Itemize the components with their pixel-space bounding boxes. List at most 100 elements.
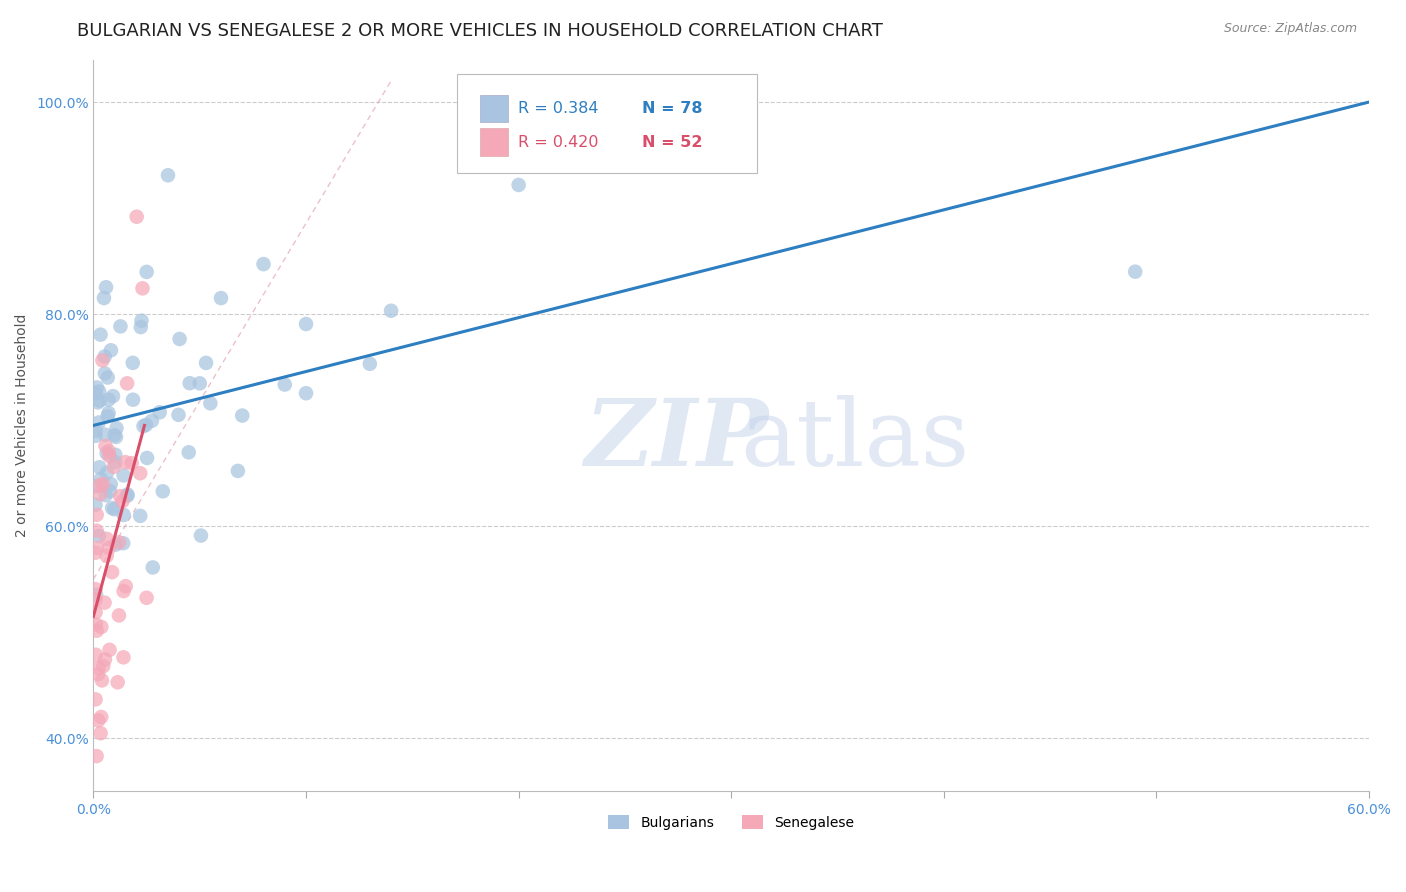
Text: R = 0.384: R = 0.384	[519, 101, 599, 116]
Point	[129, 467, 152, 481]
Point	[84, 386, 107, 401]
Point	[114, 579, 136, 593]
Point	[91, 353, 114, 368]
Legend: Bulgarians, Senegalese: Bulgarians, Senegalese	[603, 810, 859, 836]
Point	[135, 417, 157, 432]
Point	[112, 468, 135, 483]
Point	[97, 409, 120, 424]
Point	[84, 588, 107, 602]
Point	[115, 376, 138, 391]
Point	[94, 427, 117, 442]
Point	[231, 409, 253, 423]
Point	[121, 356, 143, 370]
Point	[112, 584, 135, 599]
Point	[104, 448, 127, 462]
Y-axis label: 2 or more Vehicles in Household: 2 or more Vehicles in Household	[15, 314, 30, 537]
Point	[122, 392, 145, 407]
Point	[96, 532, 118, 546]
Point	[90, 472, 112, 486]
Point	[103, 428, 125, 442]
Point	[114, 455, 136, 469]
Point	[84, 617, 107, 632]
Point	[111, 494, 134, 508]
Point	[167, 408, 190, 422]
Point	[93, 350, 115, 364]
Text: N = 52: N = 52	[643, 135, 703, 150]
Point	[177, 445, 200, 459]
Point	[108, 535, 131, 549]
Point	[84, 648, 107, 662]
Point	[93, 596, 115, 610]
Point	[97, 370, 120, 384]
Point	[107, 675, 129, 690]
Point	[209, 291, 232, 305]
Point	[295, 317, 318, 331]
Point	[97, 541, 120, 555]
Point	[179, 376, 201, 391]
Point	[380, 303, 402, 318]
FancyBboxPatch shape	[479, 128, 508, 156]
Point	[86, 508, 108, 522]
Point	[337, 838, 360, 852]
Point	[94, 280, 117, 294]
Point	[112, 650, 135, 665]
Point	[101, 501, 124, 516]
Point	[136, 450, 159, 465]
Point	[86, 524, 108, 538]
Point	[89, 327, 111, 342]
Point	[103, 502, 125, 516]
Point	[156, 168, 179, 182]
Point	[97, 406, 120, 420]
Point	[101, 565, 124, 579]
Point	[131, 281, 153, 295]
Point	[117, 489, 139, 503]
Point	[200, 396, 222, 410]
Point	[169, 332, 191, 346]
Point	[86, 749, 108, 764]
Point	[89, 384, 111, 399]
Point	[188, 376, 211, 391]
Point	[84, 498, 107, 512]
Point	[96, 549, 118, 563]
Point	[117, 487, 139, 501]
Point	[94, 439, 117, 453]
Point	[86, 380, 108, 394]
Point	[94, 367, 117, 381]
Text: BULGARIAN VS SENEGALESE 2 OR MORE VEHICLES IN HOUSEHOLD CORRELATION CHART: BULGARIAN VS SENEGALESE 2 OR MORE VEHICL…	[77, 22, 883, 40]
Point	[90, 710, 112, 724]
Point	[129, 508, 152, 523]
Point	[84, 429, 107, 443]
Point	[112, 508, 135, 522]
Point	[100, 477, 122, 491]
Point	[100, 343, 122, 358]
Point	[89, 478, 111, 492]
Point	[87, 395, 110, 409]
Point	[101, 389, 124, 403]
Point	[110, 319, 132, 334]
Point	[226, 464, 249, 478]
Point	[84, 479, 107, 493]
Point	[125, 210, 148, 224]
Point	[91, 477, 114, 491]
FancyBboxPatch shape	[457, 74, 756, 173]
Point	[141, 414, 163, 428]
Point	[295, 386, 318, 401]
Point	[96, 466, 118, 480]
Point	[96, 446, 118, 460]
Point	[195, 356, 218, 370]
Text: atlas: atlas	[740, 395, 969, 485]
Point	[132, 419, 155, 434]
Point	[89, 393, 111, 408]
Point	[104, 455, 127, 469]
Point	[105, 421, 128, 435]
Point	[86, 541, 108, 555]
Point	[89, 460, 111, 475]
Point	[252, 257, 274, 271]
Point	[87, 667, 110, 681]
Point	[94, 488, 117, 502]
Point	[84, 582, 107, 597]
Point	[359, 357, 381, 371]
Point	[90, 620, 112, 634]
Point	[149, 405, 172, 419]
Point	[103, 459, 125, 474]
